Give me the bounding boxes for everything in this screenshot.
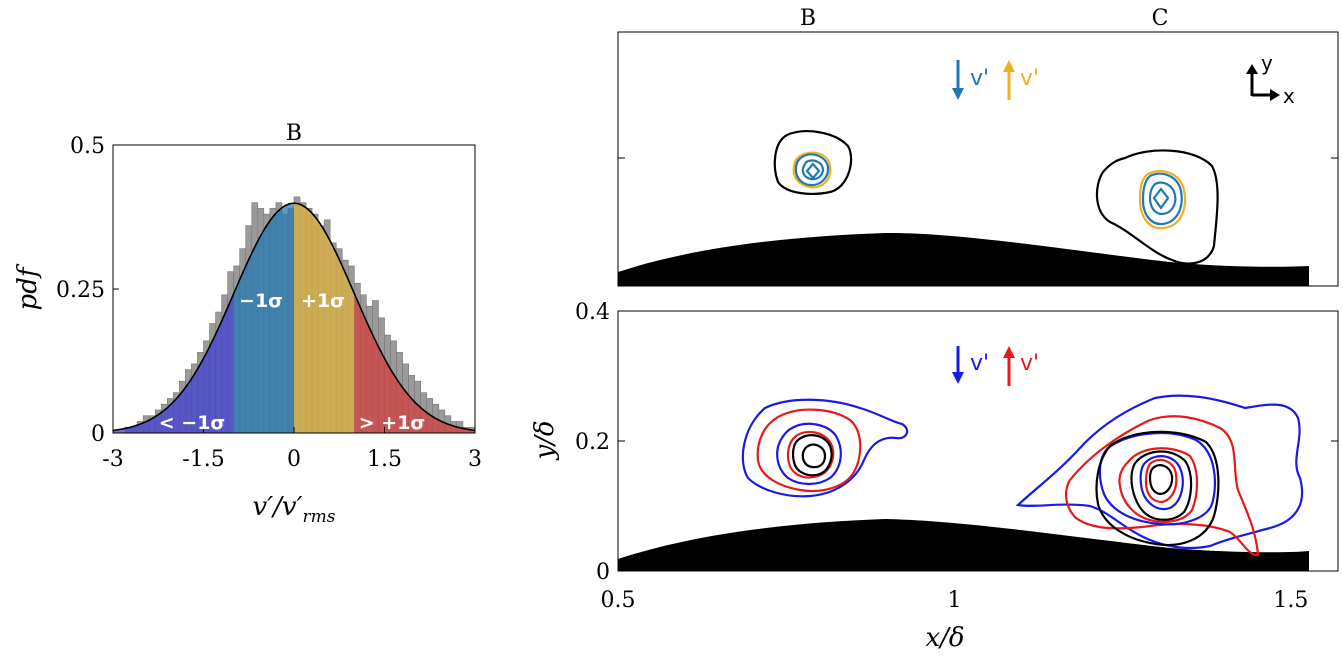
contour-black <box>773 130 853 195</box>
region-label-gt-pos1: > +1σ <box>359 412 425 434</box>
legend-label-down: v' <box>970 351 989 376</box>
axis-marker-x: x <box>1283 84 1295 108</box>
y-tick-label: 0 <box>91 422 105 447</box>
down-arrowhead-icon <box>952 372 964 384</box>
contour-red-inner <box>1144 458 1178 504</box>
contour-black-outer <box>1095 430 1220 546</box>
axis-marker-y: y <box>1261 51 1273 75</box>
y-tick-label: 0.2 <box>575 430 610 455</box>
bottom-xticks: 0.5 1 1.5 <box>601 564 1308 613</box>
pdf-xlabel: v′/v′rms <box>253 492 336 527</box>
wall-shape-top <box>618 232 1309 286</box>
contour-red-mid <box>786 430 835 479</box>
y-tick-label: 0.4 <box>575 300 610 325</box>
y-tick-label: 0 <box>596 560 610 585</box>
bottom-contour-panel: 0.5 1 1.5 0 0.2 0.4 v' <box>530 300 1339 653</box>
contour-blue-core <box>1152 187 1170 210</box>
contour-red-outer <box>756 408 862 493</box>
contour-blue-inner <box>1139 455 1184 511</box>
contour-blue-outer <box>1015 394 1304 550</box>
top-legend: v' v' <box>952 60 1039 100</box>
contour-black-outer <box>791 434 833 477</box>
contour-black-core <box>801 443 827 469</box>
contour-blue-mid <box>1098 431 1217 526</box>
col-label-b: B <box>800 6 816 31</box>
x-tick-label: 1 <box>947 588 961 613</box>
top-contour-panel: B C v' v' <box>617 6 1339 287</box>
region-fill <box>294 203 355 433</box>
region-label-pos1: +1σ <box>301 290 345 312</box>
contour-blue-outer <box>741 398 909 498</box>
y-tick-label: 0.25 <box>56 278 105 303</box>
contour-blue <box>1141 172 1183 226</box>
contour-black-core <box>1148 464 1174 496</box>
x-tick-label: 1.5 <box>367 447 402 472</box>
contours-top-c <box>1095 149 1219 265</box>
contour-yellow <box>1138 170 1187 230</box>
contours-bottom-b <box>741 398 909 498</box>
x-tick-label: 0.5 <box>601 588 636 613</box>
contour-yellow <box>792 151 832 189</box>
contour-blue-inner <box>801 159 825 181</box>
up-arrowhead-icon <box>1003 346 1015 358</box>
col-label-c: C <box>1152 6 1169 31</box>
bottom-xlabel: x/δ <box>925 623 964 653</box>
legend-label-down: v' <box>970 66 989 91</box>
region-fill <box>233 203 294 433</box>
contour-red-mid <box>1118 447 1199 523</box>
x-tick-label: 3 <box>468 447 482 472</box>
contour-blue-inner <box>1148 181 1177 216</box>
contour-black-mid <box>1130 450 1193 521</box>
legend-label-up: v' <box>1020 351 1039 376</box>
pdf-ylabel: pdf <box>13 263 43 310</box>
gaussian-curve <box>112 202 476 432</box>
contour-red-outer <box>1064 415 1260 557</box>
axes-direction-icon: y x <box>1246 51 1295 108</box>
bottom-legend: v' v' <box>952 346 1039 386</box>
contour-black <box>1095 149 1219 265</box>
pdf-panel: -3 -1.5 0 1.5 3 0 0.25 0.5 B v′/v′rms pdf < −1… <box>13 121 482 527</box>
region-fill <box>113 293 234 433</box>
legend-label-up: v' <box>1020 66 1039 91</box>
up-arrowhead-icon <box>1003 60 1015 72</box>
pdf-xticks: -3 -1.5 0 1.5 3 <box>102 427 482 472</box>
region-fill <box>354 293 475 433</box>
x-tick-label: -1.5 <box>182 447 224 472</box>
contour-blue <box>794 153 830 187</box>
region-label-lt-neg1: < −1σ <box>159 412 225 434</box>
x-tick-label: 0 <box>287 447 301 472</box>
bottom-yticks: 0 0.2 0.4 <box>575 300 1338 585</box>
x-tick-label: -3 <box>102 447 123 472</box>
pdf-yticks: 0 0.25 0.5 <box>56 134 119 447</box>
down-arrowhead-icon <box>952 88 964 100</box>
region-label-neg1: −1σ <box>239 290 283 312</box>
wall-shape-bottom <box>618 519 1309 571</box>
contours-bottom-c <box>1015 394 1304 557</box>
bottom-ylabel: y/δ <box>530 420 560 460</box>
contours-top-b <box>773 130 853 195</box>
pdf-title: B <box>286 121 302 146</box>
contour-blue-mid <box>776 422 842 486</box>
y-tick-label: 0.5 <box>70 134 105 159</box>
contour-blue-core <box>805 162 821 180</box>
x-tick-label: 1.5 <box>1273 588 1308 613</box>
top-axes-box <box>617 31 1339 287</box>
